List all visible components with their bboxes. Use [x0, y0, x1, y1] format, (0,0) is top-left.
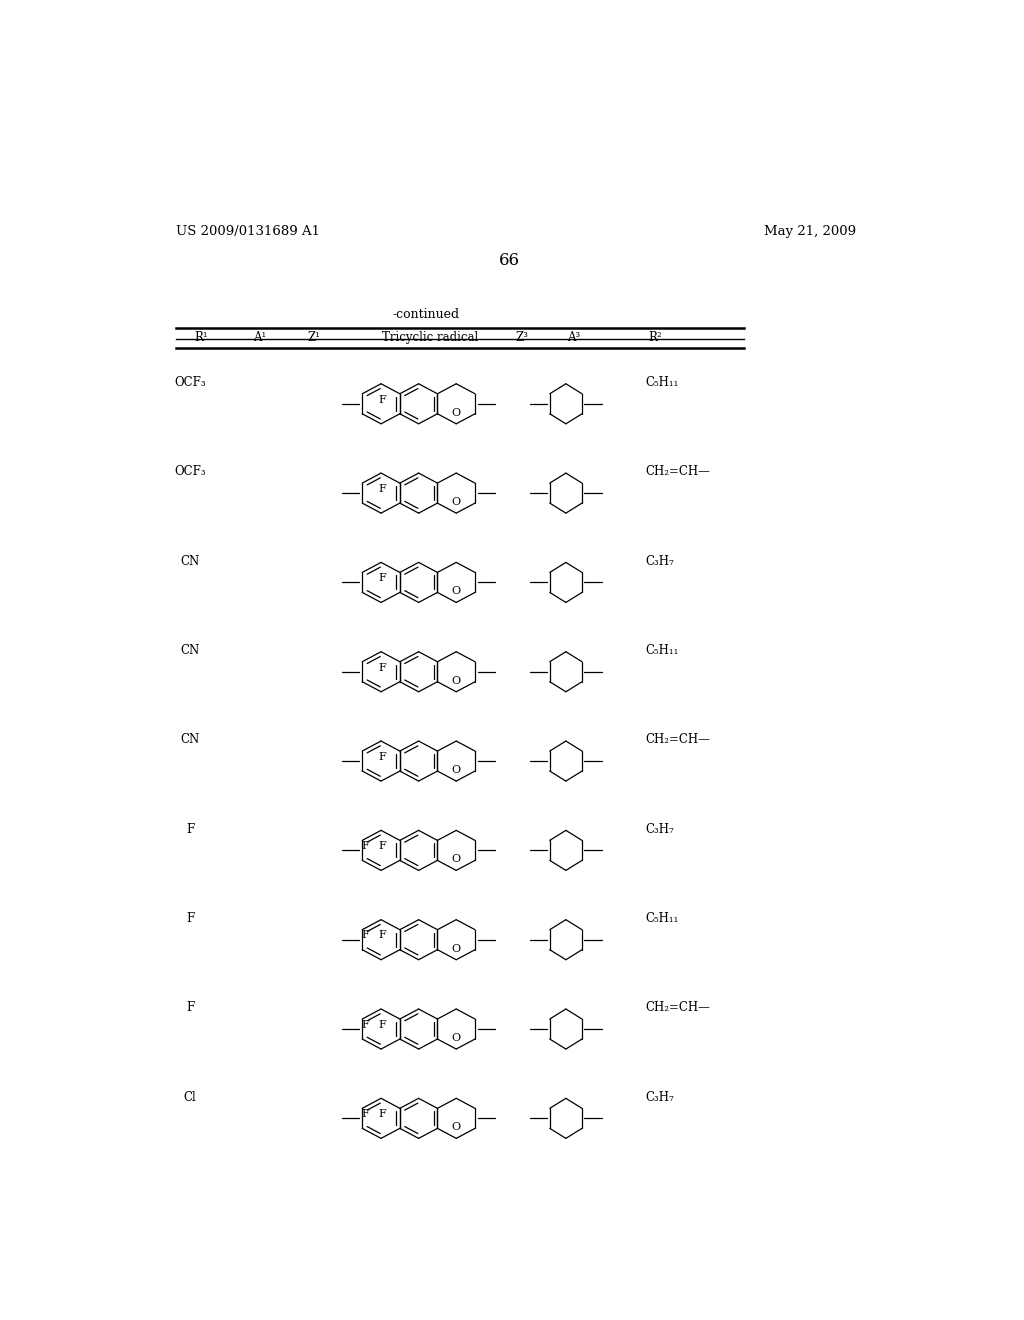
Text: OCF₃: OCF₃: [174, 465, 206, 478]
Text: F: F: [361, 1109, 370, 1119]
Text: CH₂=CH—: CH₂=CH—: [646, 733, 711, 746]
Text: Cl: Cl: [183, 1090, 197, 1104]
Text: O: O: [452, 764, 461, 775]
Text: F: F: [186, 912, 195, 925]
Text: R¹: R¹: [195, 331, 209, 345]
Text: -continued: -continued: [393, 308, 460, 321]
Text: OCF₃: OCF₃: [174, 376, 206, 389]
Text: A³: A³: [567, 331, 581, 345]
Text: O: O: [452, 408, 461, 417]
Text: O: O: [452, 586, 461, 597]
Text: F: F: [378, 752, 386, 762]
Text: O: O: [452, 1032, 461, 1043]
Text: CN: CN: [180, 733, 200, 746]
Text: Z¹: Z¹: [307, 331, 321, 345]
Text: R²: R²: [648, 331, 662, 345]
Text: US 2009/0131689 A1: US 2009/0131689 A1: [176, 226, 321, 239]
Text: C₅H₁₁: C₅H₁₁: [646, 376, 679, 389]
Text: F: F: [361, 841, 370, 851]
Text: F: F: [378, 1020, 386, 1030]
Text: Z³: Z³: [515, 331, 528, 345]
Text: F: F: [361, 931, 370, 940]
Text: C₅H₁₁: C₅H₁₁: [646, 912, 679, 925]
Text: F: F: [361, 1020, 370, 1030]
Text: O: O: [452, 1122, 461, 1133]
Text: F: F: [186, 1001, 195, 1014]
Text: CH₂=CH—: CH₂=CH—: [646, 465, 711, 478]
Text: F: F: [378, 1109, 386, 1119]
Text: Tricyclic radical: Tricyclic radical: [382, 331, 478, 345]
Text: A¹: A¹: [253, 331, 266, 345]
Text: CN: CN: [180, 644, 200, 657]
Text: CN: CN: [180, 554, 200, 568]
Text: O: O: [452, 496, 461, 507]
Text: May 21, 2009: May 21, 2009: [764, 226, 856, 239]
Text: O: O: [452, 676, 461, 685]
Text: F: F: [378, 573, 386, 583]
Text: F: F: [378, 395, 386, 404]
Text: F: F: [378, 931, 386, 940]
Text: F: F: [378, 663, 386, 672]
Text: F: F: [186, 822, 195, 836]
Text: O: O: [452, 944, 461, 953]
Text: CH₂=CH—: CH₂=CH—: [646, 1001, 711, 1014]
Text: C₃H₇: C₃H₇: [646, 822, 675, 836]
Text: 66: 66: [499, 252, 520, 269]
Text: C₃H₇: C₃H₇: [646, 554, 675, 568]
Text: F: F: [378, 484, 386, 494]
Text: C₅H₁₁: C₅H₁₁: [646, 644, 679, 657]
Text: O: O: [452, 854, 461, 865]
Text: F: F: [378, 841, 386, 851]
Text: C₃H₇: C₃H₇: [646, 1090, 675, 1104]
